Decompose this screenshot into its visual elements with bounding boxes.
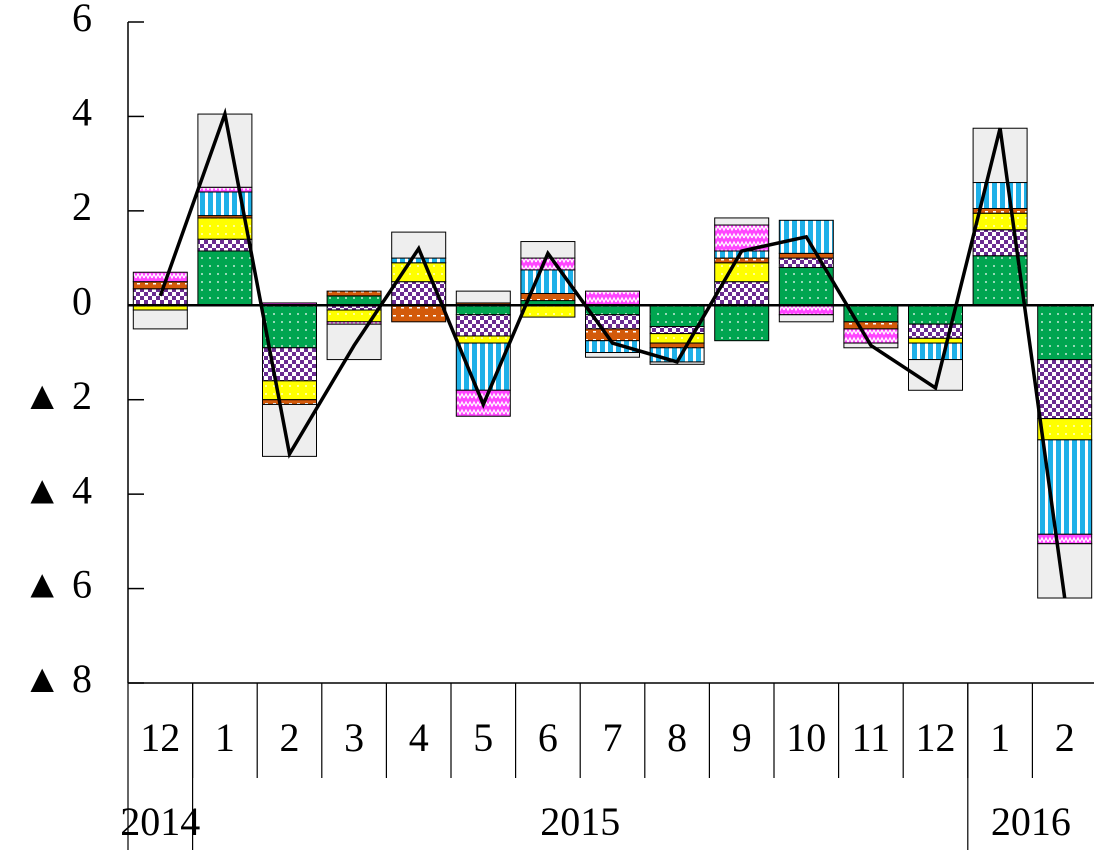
bar-segment [714, 217, 770, 226]
plot [132, 107, 1093, 599]
bar-segment [778, 314, 834, 323]
bar-segment [455, 335, 511, 344]
x-tick-label: 10 [786, 715, 826, 760]
bar-segment [326, 290, 382, 297]
x-tick-label: 1 [990, 715, 1010, 760]
x-tick-label: 12 [140, 715, 180, 760]
bar-segment [1037, 418, 1093, 441]
bar-segment [391, 257, 447, 264]
bar-segment [714, 262, 770, 283]
y-tick-label: 4 [72, 90, 92, 135]
bar-segment [455, 342, 511, 391]
bar-segment [649, 333, 705, 344]
x-tick-label: 5 [473, 715, 493, 760]
x-tick-label: 4 [409, 715, 429, 760]
bar-segment [326, 295, 382, 306]
bar-segment [778, 252, 834, 259]
bar-segment [197, 113, 253, 188]
bar-segment [197, 250, 253, 306]
bar-segment [585, 290, 640, 306]
bar-segment [455, 304, 511, 316]
bar-segment [714, 257, 770, 264]
year-label: 2015 [540, 799, 620, 844]
y-tick-label: ▲ 4 [22, 467, 92, 512]
x-tick-label: 12 [916, 715, 956, 760]
bar-segment [1037, 533, 1093, 545]
bar-segment [455, 290, 511, 304]
bar-segment [585, 352, 640, 358]
x-tick-label: 1 [215, 715, 235, 760]
line [158, 107, 1067, 599]
bar-segment [262, 399, 317, 405]
y-tick-label: 0 [72, 278, 92, 323]
x-tick-label: 2 [280, 715, 300, 760]
x-tick-label: 6 [538, 715, 558, 760]
bar-segment [778, 304, 834, 316]
bar-segment [520, 257, 576, 271]
bar-segment [520, 241, 576, 259]
x-tick-label: 9 [732, 715, 752, 760]
bar-segment [908, 342, 963, 361]
bar-segment [585, 304, 640, 316]
bar-segment [649, 342, 705, 349]
bar-segment [455, 314, 511, 337]
x-tick-label: 11 [852, 715, 891, 760]
x-tick-label: 7 [603, 715, 623, 760]
bar-segment [972, 229, 1028, 257]
bar-segment [778, 267, 834, 306]
bar-segment [391, 304, 447, 323]
x-tick-label: 8 [667, 715, 687, 760]
bar-segment [197, 186, 253, 193]
y-tick-label: ▲ 8 [22, 656, 92, 701]
bar-segment [585, 328, 640, 342]
bar-segment [520, 304, 576, 318]
bar-segment [908, 323, 963, 339]
year-label: 2016 [991, 799, 1071, 844]
bar-segment [908, 337, 963, 344]
bar-segment [1037, 359, 1093, 420]
bar-segment [197, 238, 253, 252]
year-label: 2014 [120, 799, 200, 844]
y-tick-label: 2 [72, 184, 92, 229]
bar-segment [972, 212, 1028, 231]
bar-segment [1037, 304, 1093, 361]
bar-segment [649, 304, 705, 328]
bar-segment [391, 231, 447, 259]
bar-segment [262, 304, 317, 349]
y-tick-label: 6 [72, 0, 92, 40]
y-tick-label: ▲ 2 [22, 373, 92, 418]
bar-segment [132, 309, 188, 330]
bar-segment [262, 380, 317, 401]
bar-segment [326, 323, 382, 361]
x-tick-label: 2 [1055, 715, 1075, 760]
bar-segment [843, 328, 899, 344]
x-tick-label: 3 [344, 715, 364, 760]
y-tick-label: ▲ 6 [22, 562, 92, 607]
bar-segment [714, 304, 770, 342]
bar-segment [843, 321, 899, 330]
bar-segment [132, 271, 188, 283]
bar-segment [132, 281, 188, 290]
